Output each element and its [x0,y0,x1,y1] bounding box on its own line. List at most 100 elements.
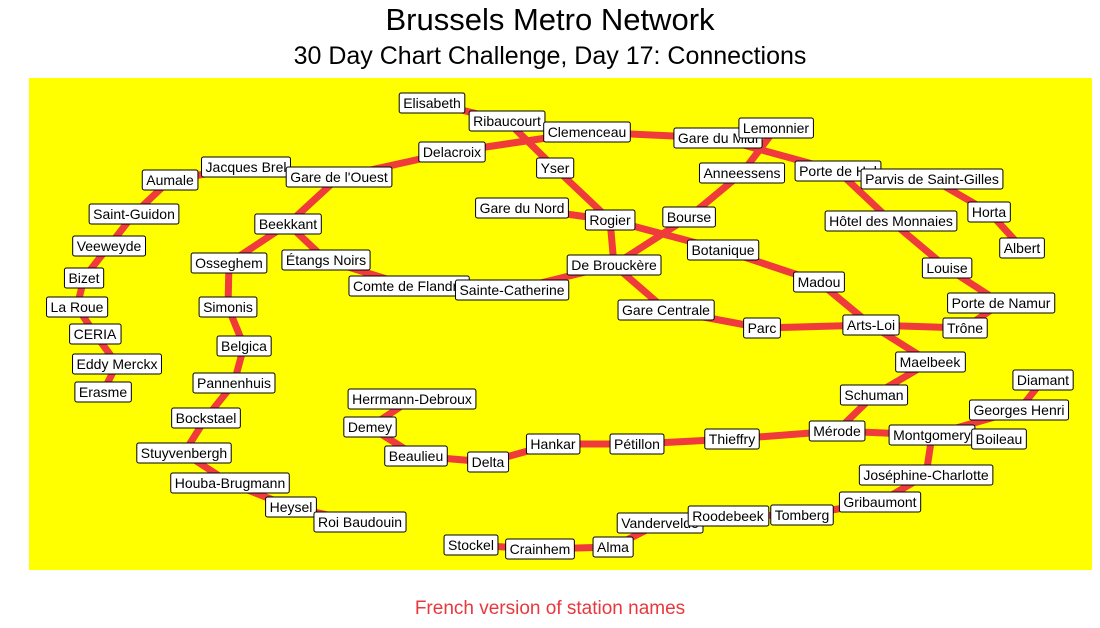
station-label-box [72,235,147,257]
station-label-box [505,538,575,560]
station-label: Trône [947,320,983,336]
station-gribaumont: Gribaumont [838,491,922,513]
station-madou: Madou [793,271,845,293]
station-label: Gare du Midi [678,130,758,146]
station-label-box [967,201,1011,223]
station-label: Pannenhuis [197,375,271,391]
station-label: Schuman [844,387,903,403]
station-stockel: Stockel [443,534,499,556]
station-jacques-brel: Jacques Brel [201,156,291,178]
station-ribaucourt: Ribaucourt [468,110,546,132]
station-label-box [824,210,958,232]
station-label: Jacques Brel [206,159,287,175]
station-label: CERIA [74,326,117,342]
station-label-box [842,314,900,336]
station-label-box [63,267,105,289]
station-label: Alma [597,539,629,555]
station-label: Delacroix [423,144,481,160]
station-merode: Mérode [808,420,866,442]
station-de-brouckere: De Brouckère [566,254,662,276]
station-herrmann-debroux: Herrmann-Debroux [347,388,477,410]
station-label-box [895,351,966,373]
station-label-box [687,505,770,527]
station-label-box [947,292,1056,314]
station-georges-henri: Georges Henri [968,399,1070,421]
station-label-box [443,534,499,556]
station-label-box [686,239,760,261]
station-label: Elisabeth [403,95,461,111]
station-label: Albert [1004,240,1041,256]
station-label: Aumale [146,172,194,188]
station-demey: Demey [343,416,397,438]
station-label: Roi Baudouin [318,514,402,530]
station-roodebeek: Roodebeek [687,505,770,527]
station-gare-du-nord: Gare du Nord [475,197,569,219]
station-label-box [793,271,845,293]
station-delacroix: Delacroix [418,141,486,163]
station-label: Porte de Namur [952,295,1051,311]
station-porte-de-namur: Porte de Namur [947,292,1056,314]
station-label: Yser [541,160,570,176]
station-label-box [858,464,994,486]
station-label: Bizet [68,270,99,286]
station-botanique: Botanique [686,239,760,261]
station-bockstael: Bockstael [171,407,241,429]
station-label: Stockel [448,537,494,553]
station-ceria: CERIA [69,323,122,345]
station-label: Belgica [221,338,267,354]
station-label-box [254,213,322,235]
station-label: Anneessens [703,165,780,181]
station-label-box [171,407,241,429]
station-porte-de-hal: Porte de Hal [794,160,882,182]
station-label: Louise [926,260,967,276]
station-bourse: Bourse [662,206,716,228]
station-label-box [1012,369,1074,391]
station-label-box [609,433,665,455]
station-simonis: Simonis [198,296,258,318]
station-label-box [198,296,258,318]
station-thieffry: Thieffry [704,428,760,450]
station-label: Porte de Hal [799,163,877,179]
chart-subtitle: 30 Day Chart Challenge, Day 17: Connecti… [293,42,807,70]
station-label-box [265,496,317,518]
station-eddy-merckx: Eddy Merckx [72,353,162,375]
station-label: Parvis de Saint-Gilles [865,171,999,187]
station-label-box [136,442,232,464]
station-label: Georges Henri [973,402,1064,418]
station-label: Bockstael [176,410,237,426]
station-parvis-de-saint-gilles: Parvis de Saint-Gilles [860,168,1004,190]
station-label-box [860,168,1004,190]
station-alma: Alma [592,536,634,558]
station-label: Ribaucourt [473,113,541,129]
station-label: Parc [748,320,777,336]
station-anneessens: Anneessens [698,162,786,184]
station-erasme: Erasme [74,381,132,403]
station-label: Clemenceau [548,124,627,140]
station-label-box [170,472,290,494]
station-label: Maelbeek [900,354,962,370]
station-horta: Horta [967,201,1011,223]
station-label-box [921,257,973,279]
station-label: Beaulieu [389,448,444,464]
station-hankar: Hankar [525,433,581,455]
station-label-box [617,299,715,321]
station-stuyvenbergh: Stuyvenbergh [136,442,232,464]
station-etangs-noirs: Étangs Noirs [281,249,371,271]
station-label-box [525,433,581,455]
station-trone: Trône [942,317,988,339]
station-pannenhuis: Pannenhuis [192,372,276,394]
station-veeweyde: Veeweyde [72,235,147,257]
station-tomberg: Tomberg [770,504,834,526]
station-label: Joséphine-Charlotte [863,467,989,483]
station-label-box [839,384,909,406]
station-label: Simonis [203,299,253,315]
station-label-box [536,157,575,179]
station-label: Erasme [79,384,127,400]
station-label: Boileau [976,431,1023,447]
station-label: Vandervelde [621,515,699,531]
station-label-box [838,491,922,513]
station-label-box [738,117,814,139]
chart-caption: French version of station names [414,598,686,619]
station-albert: Albert [999,237,1045,259]
station-label: Arts-Loi [847,317,895,333]
